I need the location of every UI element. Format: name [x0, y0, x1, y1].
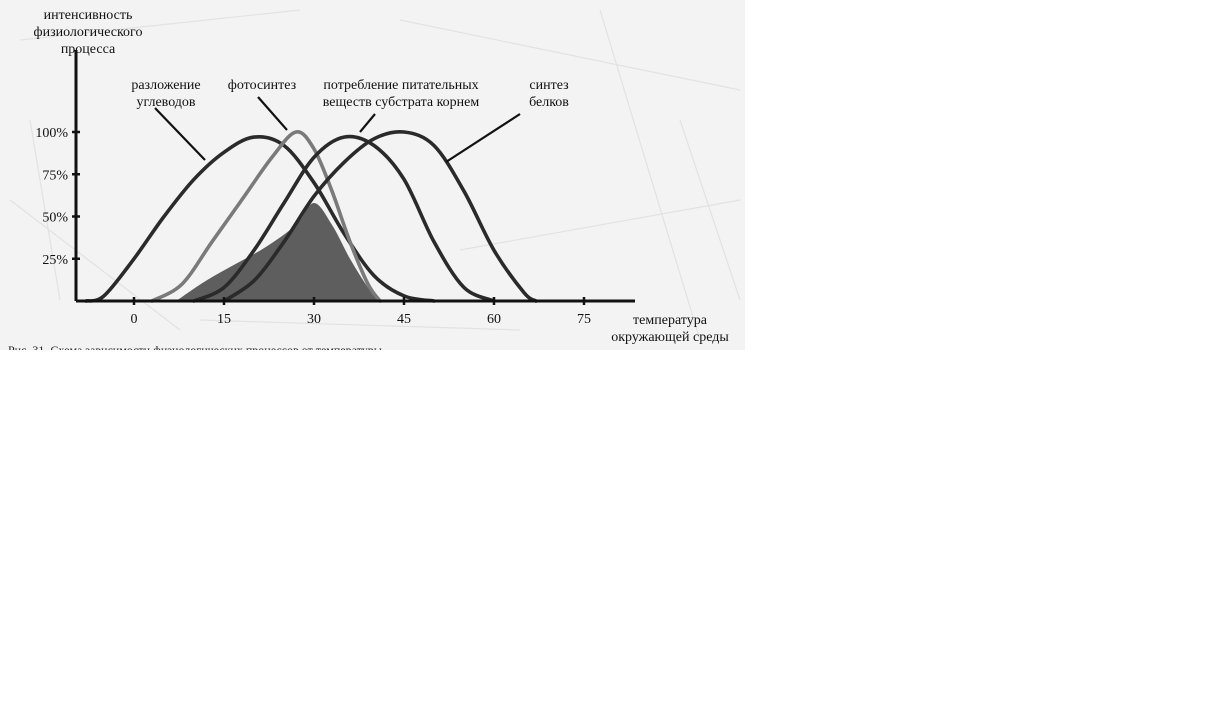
series-line-protein-synthesis — [222, 129, 538, 303]
y-tick-label-50: 50% — [42, 211, 68, 226]
figure: 0 15 30 45 60 75 25% 50% 75% 100% интенсивность фи… — [0, 0, 745, 350]
series-label-photosynthesis: фотосинтез — [228, 78, 297, 93]
x-tick-label-60: 60 — [487, 312, 501, 327]
leader-line-photosynthesis — [257, 96, 288, 131]
x-tick-label-75: 75 — [577, 312, 591, 327]
x-tick-label-30: 30 — [307, 312, 321, 327]
series-line-nutrient-uptake — [192, 134, 496, 303]
series-line-photosynthesis — [150, 130, 382, 303]
chart: 0 15 30 45 60 75 25% 50% 75% 100% интенсивность фи… — [9, 8, 741, 345]
x-axis-label: температура окружающей среды — [611, 313, 729, 345]
texture-stroke-1 — [399, 19, 741, 91]
y-tick-label-100: 100% — [35, 126, 68, 141]
texture-stroke-2 — [9, 199, 181, 331]
texture-stroke-4 — [599, 9, 701, 341]
texture-stroke-5 — [199, 319, 521, 331]
x-tick-label-0: 0 — [131, 312, 138, 327]
series-label-protein-synthesis: синтез белков — [529, 78, 569, 110]
texture-stroke-0 — [19, 9, 301, 41]
figure-caption: Рис. 31. Схема зависимости физиологическ… — [8, 343, 382, 350]
series-line-carb-breakdown — [84, 135, 436, 303]
x-tick-label-15: 15 — [217, 312, 231, 327]
y-tick-label-25: 25% — [42, 253, 68, 268]
series-label-carb-breakdown: разложение углеводов — [131, 78, 200, 110]
y-axis-label: интенсивность физиологического процесса — [34, 8, 143, 57]
leader-line-nutrient-uptake — [359, 113, 376, 133]
y-tick-label-75: 75% — [42, 168, 68, 183]
leader-line-carb-breakdown — [154, 107, 206, 161]
texture-stroke-3 — [459, 199, 741, 251]
series-label-nutrient-uptake: потребление питательных веществ субстрата… — [323, 78, 480, 110]
texture-stroke-6 — [29, 119, 61, 301]
x-tick-label-45: 45 — [397, 312, 411, 327]
texture-stroke-7 — [679, 119, 741, 301]
leader-line-protein-synthesis — [445, 113, 521, 163]
